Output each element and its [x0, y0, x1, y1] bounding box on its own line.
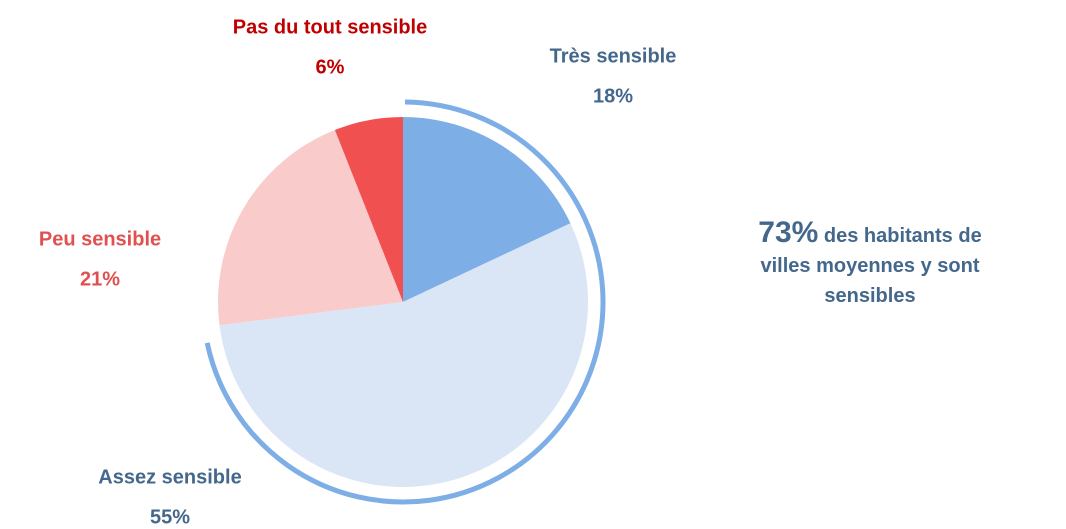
- slice-label: Peu sensible: [39, 228, 161, 250]
- highlight-arc: [204, 99, 606, 505]
- slice-label: Assez sensible: [98, 466, 241, 488]
- annotation: 73% des habitants de villes moyennes y s…: [740, 218, 1000, 311]
- slice-value-label: 18%: [593, 85, 633, 107]
- slice-value-label: 21%: [80, 268, 120, 290]
- pie-slice: [403, 117, 571, 302]
- pie-slice: [218, 129, 403, 326]
- slice-label: Pas du tout sensible: [233, 16, 427, 38]
- annotation-value: 73%: [758, 216, 819, 249]
- slice-value-label: 6%: [316, 56, 345, 78]
- pie-slice: [334, 117, 403, 302]
- slice-label: Très sensible: [550, 45, 677, 67]
- pie-slice: [219, 223, 588, 488]
- slice-value-label: 55%: [150, 506, 190, 528]
- annotation-text: des habitants de villes moyennes y sont …: [760, 225, 982, 307]
